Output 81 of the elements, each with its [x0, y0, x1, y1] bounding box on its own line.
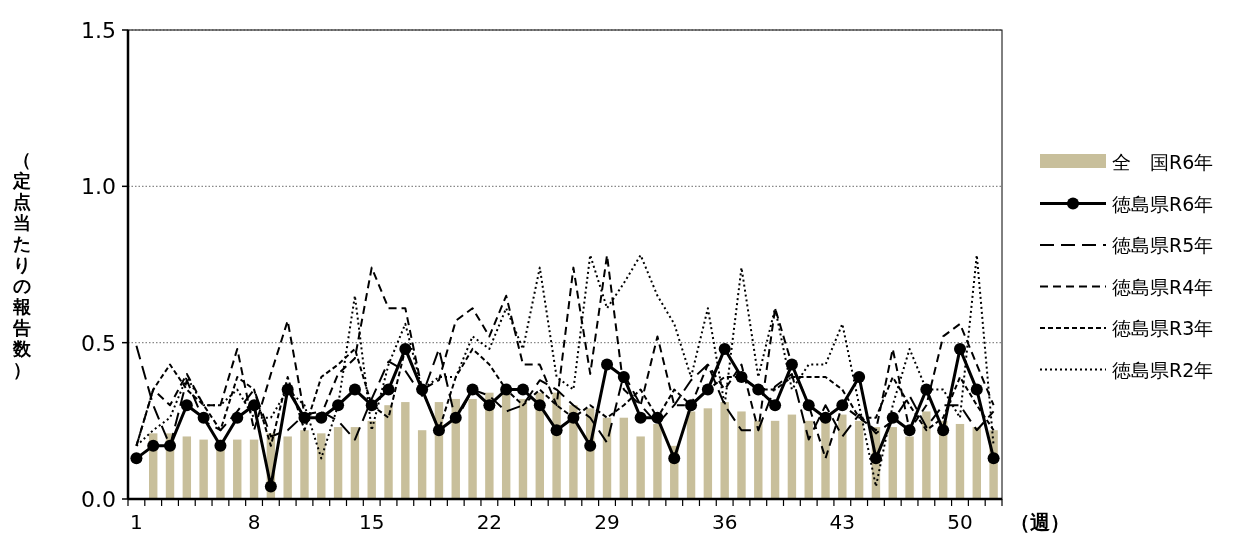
x-axis-title: （週） [1010, 510, 1070, 534]
point [601, 358, 614, 371]
point [869, 452, 882, 465]
bar [754, 420, 763, 499]
point [130, 452, 143, 465]
point [668, 452, 681, 465]
point [953, 342, 966, 355]
y-tick-label: 1.5 [81, 18, 116, 43]
bar [686, 411, 696, 499]
bar [283, 436, 292, 499]
bar [787, 414, 797, 499]
point [180, 399, 193, 412]
bar [854, 420, 864, 499]
bar [905, 436, 914, 499]
bar [972, 427, 981, 499]
point [970, 383, 983, 396]
x-tick-label: 29 [594, 510, 620, 534]
x-tick-label: 1 [130, 510, 143, 534]
y-tick-label: 0.0 [81, 487, 116, 512]
bar [317, 433, 326, 499]
point [264, 480, 277, 493]
bar [955, 423, 965, 499]
legend-label: 全 国R6年 [1112, 151, 1214, 173]
bar [703, 408, 713, 499]
bar [619, 417, 629, 499]
bar [233, 439, 242, 499]
point [533, 399, 546, 412]
bar [300, 430, 309, 499]
y-tick-label: 1.0 [81, 174, 116, 200]
point [634, 411, 647, 424]
bar [636, 436, 645, 499]
point [819, 411, 832, 424]
bar [821, 420, 830, 499]
y-axis-title: （定点当たりの報告数） [13, 148, 31, 380]
bar [501, 392, 511, 499]
bar [350, 427, 360, 499]
point [853, 371, 866, 384]
bar [199, 439, 208, 499]
bar [249, 439, 259, 499]
bar [367, 420, 376, 499]
bar [922, 411, 931, 499]
x-tick-label: 43 [829, 510, 856, 534]
bar [720, 402, 729, 499]
bar [468, 398, 477, 499]
point [214, 439, 227, 452]
point [769, 399, 782, 412]
point [147, 439, 160, 452]
point [348, 383, 361, 396]
point [332, 399, 345, 412]
x-tick-label: 15 [358, 510, 385, 534]
x-tick-label: 50 [947, 510, 973, 534]
point [382, 383, 395, 396]
point [164, 439, 177, 452]
bar [653, 423, 662, 499]
x-tick-label: 22 [476, 510, 503, 534]
x-tick-label: 8 [247, 510, 261, 534]
point [718, 342, 731, 355]
bar [518, 398, 528, 499]
bar [770, 420, 780, 499]
legend-label: 徳島県R4年 [1112, 275, 1214, 298]
bar [401, 402, 410, 499]
point [937, 424, 950, 437]
bar [838, 414, 847, 499]
x-tick-label: 36 [711, 510, 738, 534]
bar [384, 405, 393, 499]
y-tick-label: 0.5 [81, 330, 116, 356]
point [516, 383, 529, 396]
bar [417, 430, 427, 499]
bar [737, 411, 746, 499]
bar [182, 436, 192, 499]
legend-label: 徳島県R5年 [1112, 234, 1214, 256]
point [483, 399, 496, 412]
bar [804, 420, 813, 499]
bar [333, 427, 343, 499]
bar [888, 427, 897, 499]
point [550, 424, 563, 437]
legend-label: 徳島県R2年 [1112, 358, 1214, 381]
point [987, 452, 1000, 465]
legend-label: 徳島県R6年 [1112, 192, 1214, 215]
legend-label: 徳島県R3年 [1112, 317, 1214, 339]
point [584, 439, 597, 452]
